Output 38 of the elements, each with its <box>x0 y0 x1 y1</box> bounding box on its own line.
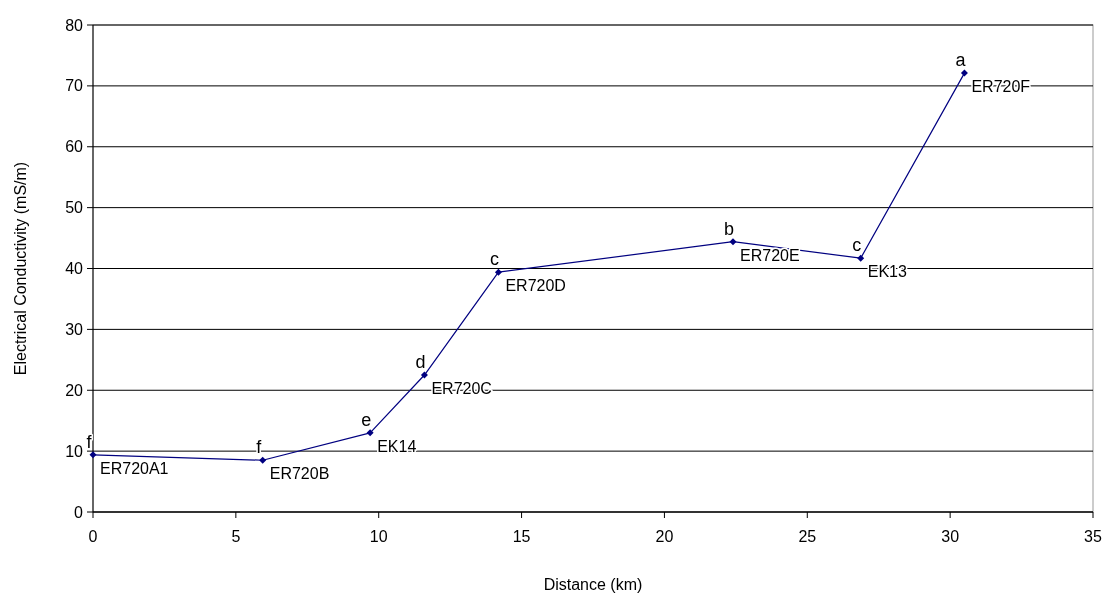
point <box>857 254 865 262</box>
x-tick-label: 25 <box>798 528 817 545</box>
point <box>420 371 428 379</box>
data-label: ER720A1 <box>100 459 169 477</box>
point <box>366 429 374 437</box>
data-label: ER720B <box>269 465 330 483</box>
annotation: f <box>86 431 93 452</box>
x-tick-label: 20 <box>655 528 674 545</box>
x-tick-label: 0 <box>88 528 98 545</box>
annotation: a <box>955 50 967 71</box>
x-tick-label: 30 <box>941 528 960 545</box>
y-tick-label: 80 <box>65 16 84 34</box>
annotation: c <box>852 235 862 256</box>
annotation: b <box>723 218 735 239</box>
x-tick-label: 5 <box>231 528 241 545</box>
y-tick-label: 30 <box>65 320 84 338</box>
y-tick-label: 20 <box>65 381 84 399</box>
x-tick-label: 10 <box>369 528 388 545</box>
point <box>729 238 737 246</box>
data-label: ER720D <box>505 277 566 295</box>
y-tick-label: 60 <box>65 138 84 156</box>
x-tick-label: 15 <box>512 528 531 545</box>
x-axis-title: Distance (km) <box>543 576 643 593</box>
point <box>960 69 968 77</box>
point <box>494 268 502 276</box>
x-tick-label: 35 <box>1084 528 1102 545</box>
y-tick-label: 40 <box>65 260 84 278</box>
y-tick-label: 10 <box>65 442 84 460</box>
annotation: d <box>415 352 426 373</box>
annotation: e <box>361 409 372 430</box>
y-axis-title: Electrical Conductivity (mS/m) <box>12 161 29 376</box>
point <box>259 456 267 464</box>
data-label: ER720E <box>740 246 800 264</box>
annotation: c <box>489 249 499 270</box>
y-tick-label: 50 <box>65 199 84 217</box>
y-tick-label: 0 <box>74 503 84 521</box>
data-label: EK14 <box>377 437 417 455</box>
y-tick-label: 70 <box>65 77 84 95</box>
